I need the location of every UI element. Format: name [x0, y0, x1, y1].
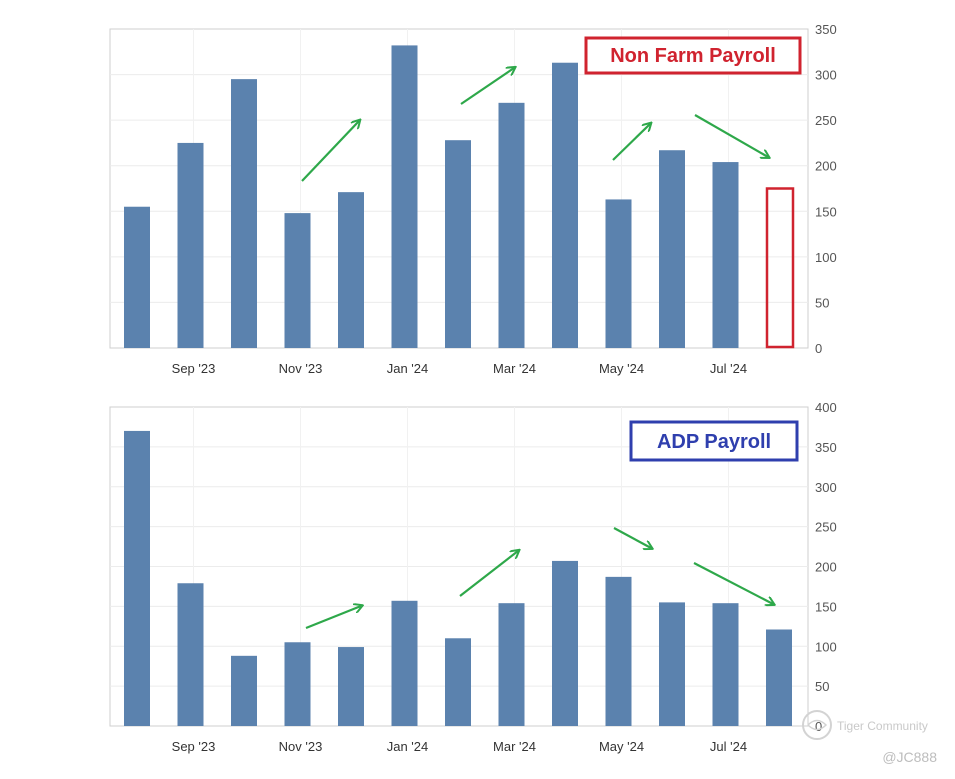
nfp-xtick-label: Jan '24	[387, 361, 429, 376]
adp-trend-arrow-up-1	[305, 606, 361, 630]
nfp-x-axis: Sep '23 Nov '23 Jan '24 Mar '24 May '24 Jul '…	[172, 361, 747, 376]
adp-trend-arrow-down-1	[613, 527, 651, 548]
adp-xtick-label: Mar '24	[493, 739, 536, 754]
adp-trend-arrows	[305, 527, 773, 630]
adp-trend-arrow-down-2	[693, 562, 773, 604]
nfp-bar	[605, 199, 632, 348]
adp-chart: 0 50 100 150 200 250 300 350 400 Sep '23 Nov '23 J…	[109, 400, 837, 754]
adp-ytick-label: 200	[815, 560, 837, 575]
adp-ytick-label: 300	[815, 480, 837, 495]
adp-bar	[498, 603, 525, 726]
adp-ytick-label: 100	[815, 639, 837, 654]
adp-bar	[284, 642, 311, 726]
nfp-bars	[124, 45, 739, 349]
watermark: Tiger Community @JC888	[802, 710, 937, 765]
adp-bar	[391, 600, 418, 726]
nfp-bar	[391, 45, 418, 349]
adp-ytick-label: 50	[815, 679, 829, 694]
adp-bar	[712, 603, 739, 726]
adp-xtick-label: Sep '23	[172, 739, 216, 754]
adp-legend: ADP Payroll	[629, 420, 799, 462]
tiger-logo-mark-icon	[807, 719, 828, 731]
nfp-bar	[498, 102, 525, 348]
watermark-brand: Tiger Community	[837, 719, 928, 733]
nfp-bar	[124, 206, 150, 348]
nfp-trend-arrow-down-1	[694, 114, 768, 157]
adp-bar	[231, 655, 257, 726]
nfp-pending-bar-highlight	[765, 187, 795, 349]
adp-bar	[124, 430, 150, 726]
adp-ytick-label: 350	[815, 440, 837, 455]
adp-bar	[605, 576, 632, 726]
adp-bar	[177, 583, 204, 726]
adp-ytick-label: 400	[815, 400, 837, 415]
adp-xtick-label: May '24	[599, 739, 644, 754]
adp-bar	[659, 602, 685, 726]
nfp-ytick-label: 50	[815, 295, 829, 310]
adp-ytick-label: 250	[815, 520, 837, 535]
nfp-legend-box	[584, 36, 802, 75]
nfp-bar	[445, 140, 471, 348]
adp-bar	[445, 638, 471, 726]
nfp-ytick-label: 350	[815, 22, 837, 37]
adp-bar	[338, 647, 364, 726]
adp-y-axis: 0 50 100 150 200 250 300 350 400	[815, 400, 837, 734]
nfp-legend-label: Non Farm Payroll	[610, 45, 776, 67]
nfp-bar	[284, 213, 311, 348]
nfp-trend-arrows	[301, 68, 768, 182]
nfp-legend: Non Farm Payroll	[584, 36, 802, 75]
nfp-xtick-label: Jul '24	[710, 361, 747, 376]
adp-trend-arrow-up-2	[459, 551, 518, 597]
adp-xtick-label: Jul '24	[710, 739, 747, 754]
nfp-bar	[659, 150, 685, 348]
adp-x-axis: Sep '23 Nov '23 Jan '24 Mar '24 May '24 Jul '…	[172, 739, 747, 754]
nfp-ytick-label: 250	[815, 113, 837, 128]
nfp-y-axis: 0 50 100 150 200 250 300 350	[815, 22, 837, 356]
adp-bar	[766, 629, 792, 726]
nfp-bar	[231, 79, 257, 348]
adp-ytick-label: 0	[815, 719, 822, 734]
nfp-bar	[177, 142, 204, 348]
adp-legend-box	[629, 420, 799, 462]
watermark-user: @JC888	[882, 749, 937, 765]
nfp-bar	[338, 192, 364, 348]
nfp-ytick-label: 150	[815, 204, 837, 219]
adp-xtick-label: Nov '23	[279, 739, 323, 754]
nfp-trend-arrow-up-2	[460, 68, 514, 105]
nfp-bar	[552, 62, 578, 348]
adp-bar	[552, 560, 578, 726]
nfp-ytick-label: 100	[815, 250, 837, 265]
nfp-trend-arrow-up-1	[301, 121, 359, 182]
tiger-logo-icon	[802, 710, 832, 740]
nfp-xtick-label: Mar '24	[493, 361, 536, 376]
nfp-xtick-label: Nov '23	[279, 361, 323, 376]
adp-ytick-label: 150	[815, 599, 837, 614]
nfp-trend-arrow-up-3	[612, 124, 650, 161]
nfp-ytick-label: 0	[815, 341, 822, 356]
nfp-ytick-label: 200	[815, 159, 837, 174]
nfp-bar	[712, 162, 739, 348]
adp-xtick-label: Jan '24	[387, 739, 429, 754]
adp-legend-label: ADP Payroll	[657, 431, 771, 453]
nfp-xtick-label: May '24	[599, 361, 644, 376]
nfp-xtick-label: Sep '23	[172, 361, 216, 376]
adp-bars	[124, 430, 792, 726]
nfp-chart: 0 50 100 150 200 250 300 350 Sep '23 Nov '23 Jan …	[109, 22, 837, 376]
nfp-ytick-label: 300	[815, 68, 837, 83]
